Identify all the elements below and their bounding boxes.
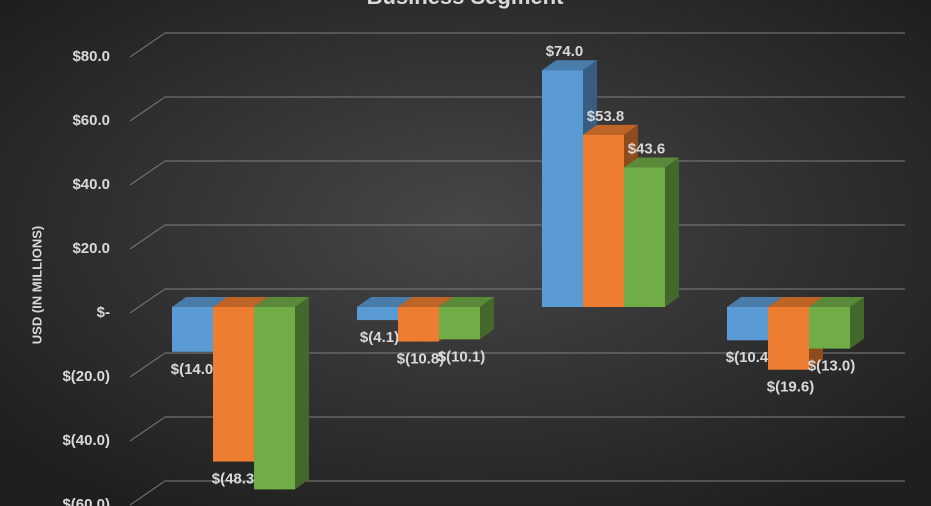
bar-side	[480, 297, 494, 340]
bar-top	[213, 297, 268, 307]
y-tick-label: $(20.0)	[62, 368, 110, 385]
bar-top	[398, 297, 453, 307]
y-tick-label: $60.0	[72, 112, 110, 129]
bar	[398, 307, 439, 342]
bar	[172, 307, 213, 352]
bar	[542, 70, 583, 307]
bar	[727, 307, 768, 341]
bar	[768, 307, 809, 370]
bar	[357, 307, 398, 321]
bar	[809, 307, 850, 349]
data-label: $43.6	[628, 140, 666, 157]
grid-line	[129, 416, 905, 442]
grid-line	[129, 480, 905, 506]
grid-line	[129, 352, 905, 378]
bar	[254, 307, 295, 490]
bar	[213, 307, 254, 462]
data-label: $(10.4)	[726, 349, 774, 366]
grid-line	[129, 96, 905, 122]
data-label: $(48.3)	[212, 471, 260, 488]
y-tick-label: $80.0	[72, 48, 110, 65]
y-tick-label: $(40.0)	[62, 432, 110, 449]
bar-top	[624, 157, 679, 168]
data-label: $(10.1)	[438, 348, 486, 365]
bar-top	[357, 297, 412, 307]
chart-title: Business Segment	[367, 0, 565, 9]
y-tick-label: $40.0	[72, 176, 110, 193]
y-axis-label: USD (IN MILLIONS)	[29, 226, 44, 344]
bar	[624, 167, 665, 307]
bar-top	[809, 297, 864, 307]
bar-side	[665, 157, 679, 307]
data-label: $53.8	[587, 108, 625, 125]
data-label: $(19.6)	[767, 379, 815, 396]
bar-top	[172, 297, 227, 307]
bar-top	[254, 297, 309, 307]
data-label: $(14.0)	[171, 361, 219, 378]
bar-top	[768, 297, 823, 307]
bar-side	[850, 297, 864, 349]
data-label: $74.0	[546, 43, 584, 60]
bar	[583, 134, 624, 307]
data-label: $(4.1)	[360, 329, 399, 346]
bar	[439, 307, 480, 340]
bar-top	[727, 297, 782, 307]
data-label: $(10.8)	[397, 351, 445, 368]
bar-top	[542, 60, 597, 71]
y-tick-label: $-	[97, 304, 110, 321]
y-tick-label: $20.0	[72, 240, 110, 257]
grid-line	[129, 32, 905, 58]
bar-side	[295, 297, 309, 490]
y-tick-label: $(60.0)	[62, 496, 110, 506]
data-label: $(13.0)	[808, 358, 856, 375]
bar-top	[583, 124, 638, 135]
bar-top	[439, 297, 494, 307]
